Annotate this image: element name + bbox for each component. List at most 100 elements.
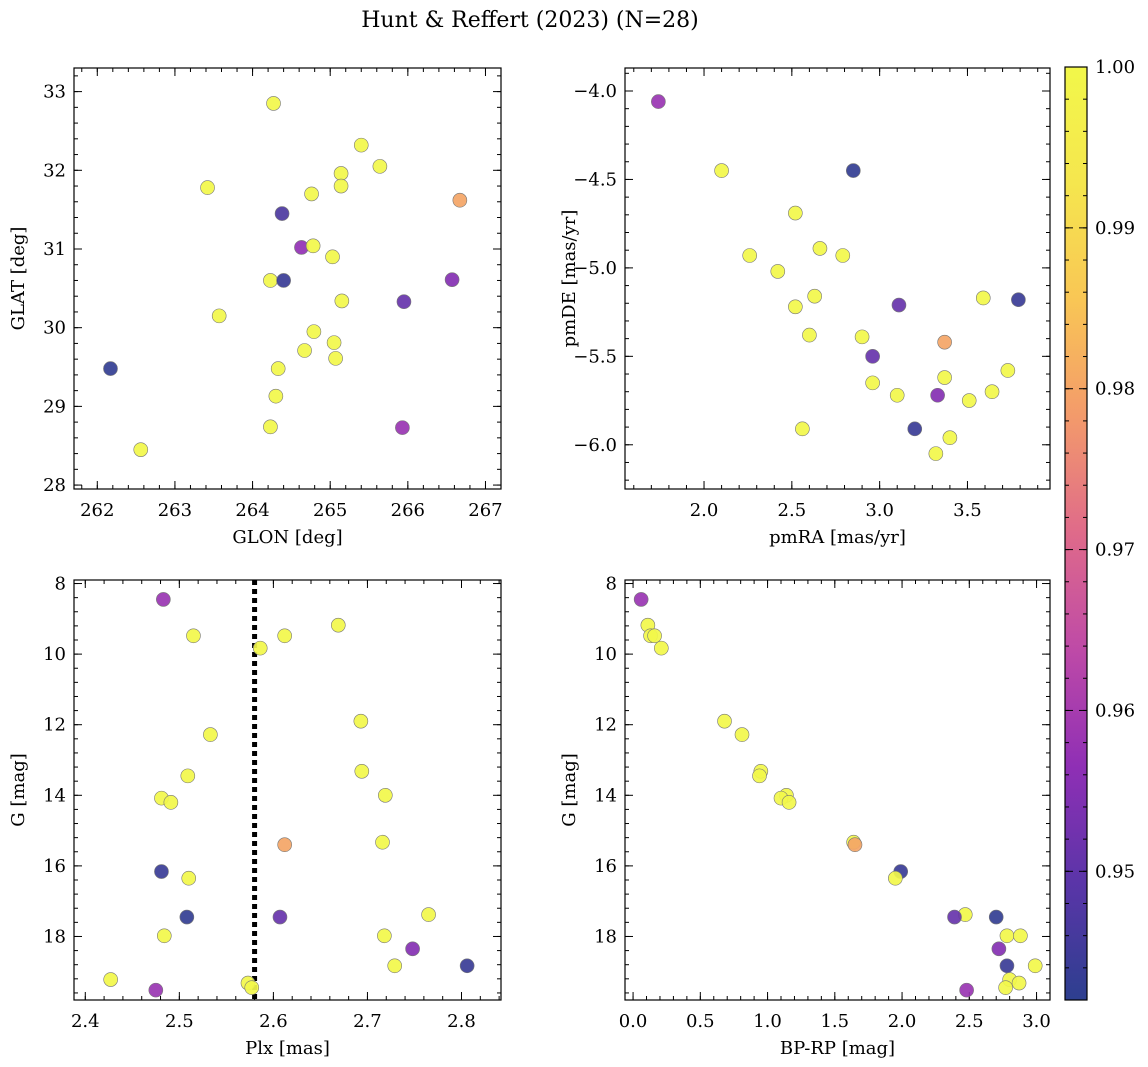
y-axis-label: G [mag] <box>8 753 29 826</box>
scatter-point <box>1011 292 1026 308</box>
y-tick-label: −5.5 <box>573 346 617 367</box>
y-axis-label: pmDE [mas/yr] <box>559 210 580 348</box>
x-axis-label: pmRA [mas/yr] <box>769 527 906 548</box>
scatter-point <box>156 592 171 607</box>
scatter-point <box>984 384 1000 400</box>
scatter-point <box>211 308 227 324</box>
x-tick-label: 2.0 <box>690 500 719 521</box>
scatter-point <box>244 980 260 995</box>
scatter-point <box>154 864 169 879</box>
scatter-point <box>714 163 729 178</box>
y-tick-label: 31 <box>43 239 66 260</box>
scatter-panel-glon-glat: 262 263 264 265 266 267 28 29 30 31 32 33 GLON [deg]… <box>8 67 503 548</box>
scatter-point <box>306 324 322 339</box>
scatter-point <box>305 238 321 254</box>
x-tick-label: 1.0 <box>753 1011 782 1032</box>
scatter-point <box>734 727 750 742</box>
y-tick-label: 14 <box>594 785 617 806</box>
y-tick-label: 29 <box>43 396 66 417</box>
scatter-point <box>770 264 786 279</box>
scatter-point <box>999 958 1015 974</box>
plot-frame <box>624 579 1051 1001</box>
scatter-point <box>274 206 290 221</box>
x-tick-label: 264 <box>235 500 269 521</box>
scatter-point <box>377 928 392 944</box>
scatter-point <box>270 361 286 376</box>
x-axis-label: Plx [mas] <box>245 1038 330 1059</box>
scatter-point <box>378 787 393 803</box>
colorbar-tick-label: 0.99 <box>1095 218 1135 239</box>
x-tick-label: 2.0 <box>888 1011 917 1032</box>
x-tick-label: 2.7 <box>353 1011 382 1032</box>
colorbar-tick-label: 0.98 <box>1095 379 1135 400</box>
scatter-point <box>807 288 822 304</box>
scatter-point <box>854 329 870 345</box>
scatter-point <box>717 713 732 729</box>
scatter-point <box>325 249 340 265</box>
y-tick-label: 30 <box>43 318 66 339</box>
y-axis-label: GLAT [deg] <box>8 227 29 331</box>
x-tick-label: 265 <box>313 500 347 521</box>
scatter-point <box>865 375 880 391</box>
x-tick-label: 3.5 <box>953 500 982 521</box>
scatter-point <box>942 430 958 446</box>
scatter-point <box>148 982 164 998</box>
scatter-point <box>396 294 412 310</box>
scatter-point <box>405 941 420 957</box>
scatter-point <box>186 628 201 644</box>
y-tick-label: −4.0 <box>573 81 617 102</box>
scatter-point <box>781 795 797 810</box>
x-tick-label: 0.0 <box>619 1011 648 1032</box>
x-tick-label: 2.5 <box>955 1011 984 1032</box>
scatter-point <box>395 420 410 435</box>
y-tick-label: 8 <box>606 574 617 595</box>
scatter-point <box>907 421 923 437</box>
x-tick-label: 2.5 <box>165 1011 194 1032</box>
x-axis-label: BP-RP [mag] <box>780 1038 895 1059</box>
scatter-point <box>1000 363 1016 378</box>
colorbar-tick-label: 0.96 <box>1095 700 1135 721</box>
scatter-point <box>459 958 475 974</box>
scatter-point <box>179 909 195 925</box>
y-tick-label: 8 <box>55 574 66 595</box>
scatter-point <box>326 335 342 350</box>
y-tick-label: 10 <box>594 644 617 665</box>
scatter-point <box>647 628 662 644</box>
scatter-point <box>263 273 278 288</box>
scatter-point <box>988 909 1004 925</box>
scatter-point <box>375 834 390 850</box>
scatter-point <box>444 272 460 287</box>
scatter-point <box>865 349 880 364</box>
colorbar-tick-label: 1.00 <box>1095 57 1135 78</box>
scatter-point <box>297 343 312 358</box>
scatter-point <box>1027 958 1043 974</box>
scatter-point <box>163 795 179 810</box>
scatter-point <box>330 617 346 633</box>
scatter-point <box>1013 928 1028 944</box>
x-tick-label: 3.0 <box>865 500 894 521</box>
x-tick-label: 262 <box>80 500 114 521</box>
scatter-point <box>975 290 991 306</box>
scatter-point <box>328 351 343 366</box>
y-tick-label: 18 <box>43 926 66 947</box>
scatter-point <box>812 241 828 256</box>
y-tick-label: 18 <box>594 926 617 947</box>
y-axis-label: G [mag] <box>559 753 580 826</box>
y-tick-label: −6.0 <box>573 435 617 456</box>
y-tick-label: −5.0 <box>573 258 617 279</box>
scatter-point <box>333 166 349 181</box>
scatter-point <box>252 640 268 656</box>
scatter-point <box>103 972 118 987</box>
y-tick-label: 33 <box>43 82 66 103</box>
y-tick-label: 32 <box>43 160 66 181</box>
scatter-point <box>1011 975 1027 991</box>
scatter-point <box>263 419 278 435</box>
y-tick-label: 28 <box>43 475 66 496</box>
scatter-point <box>930 387 945 403</box>
scatter-point <box>354 763 370 779</box>
scatter-point <box>752 768 767 784</box>
x-tick-label: 2.5 <box>778 500 807 521</box>
scatter-point <box>889 387 905 403</box>
scatter-point <box>888 870 903 886</box>
